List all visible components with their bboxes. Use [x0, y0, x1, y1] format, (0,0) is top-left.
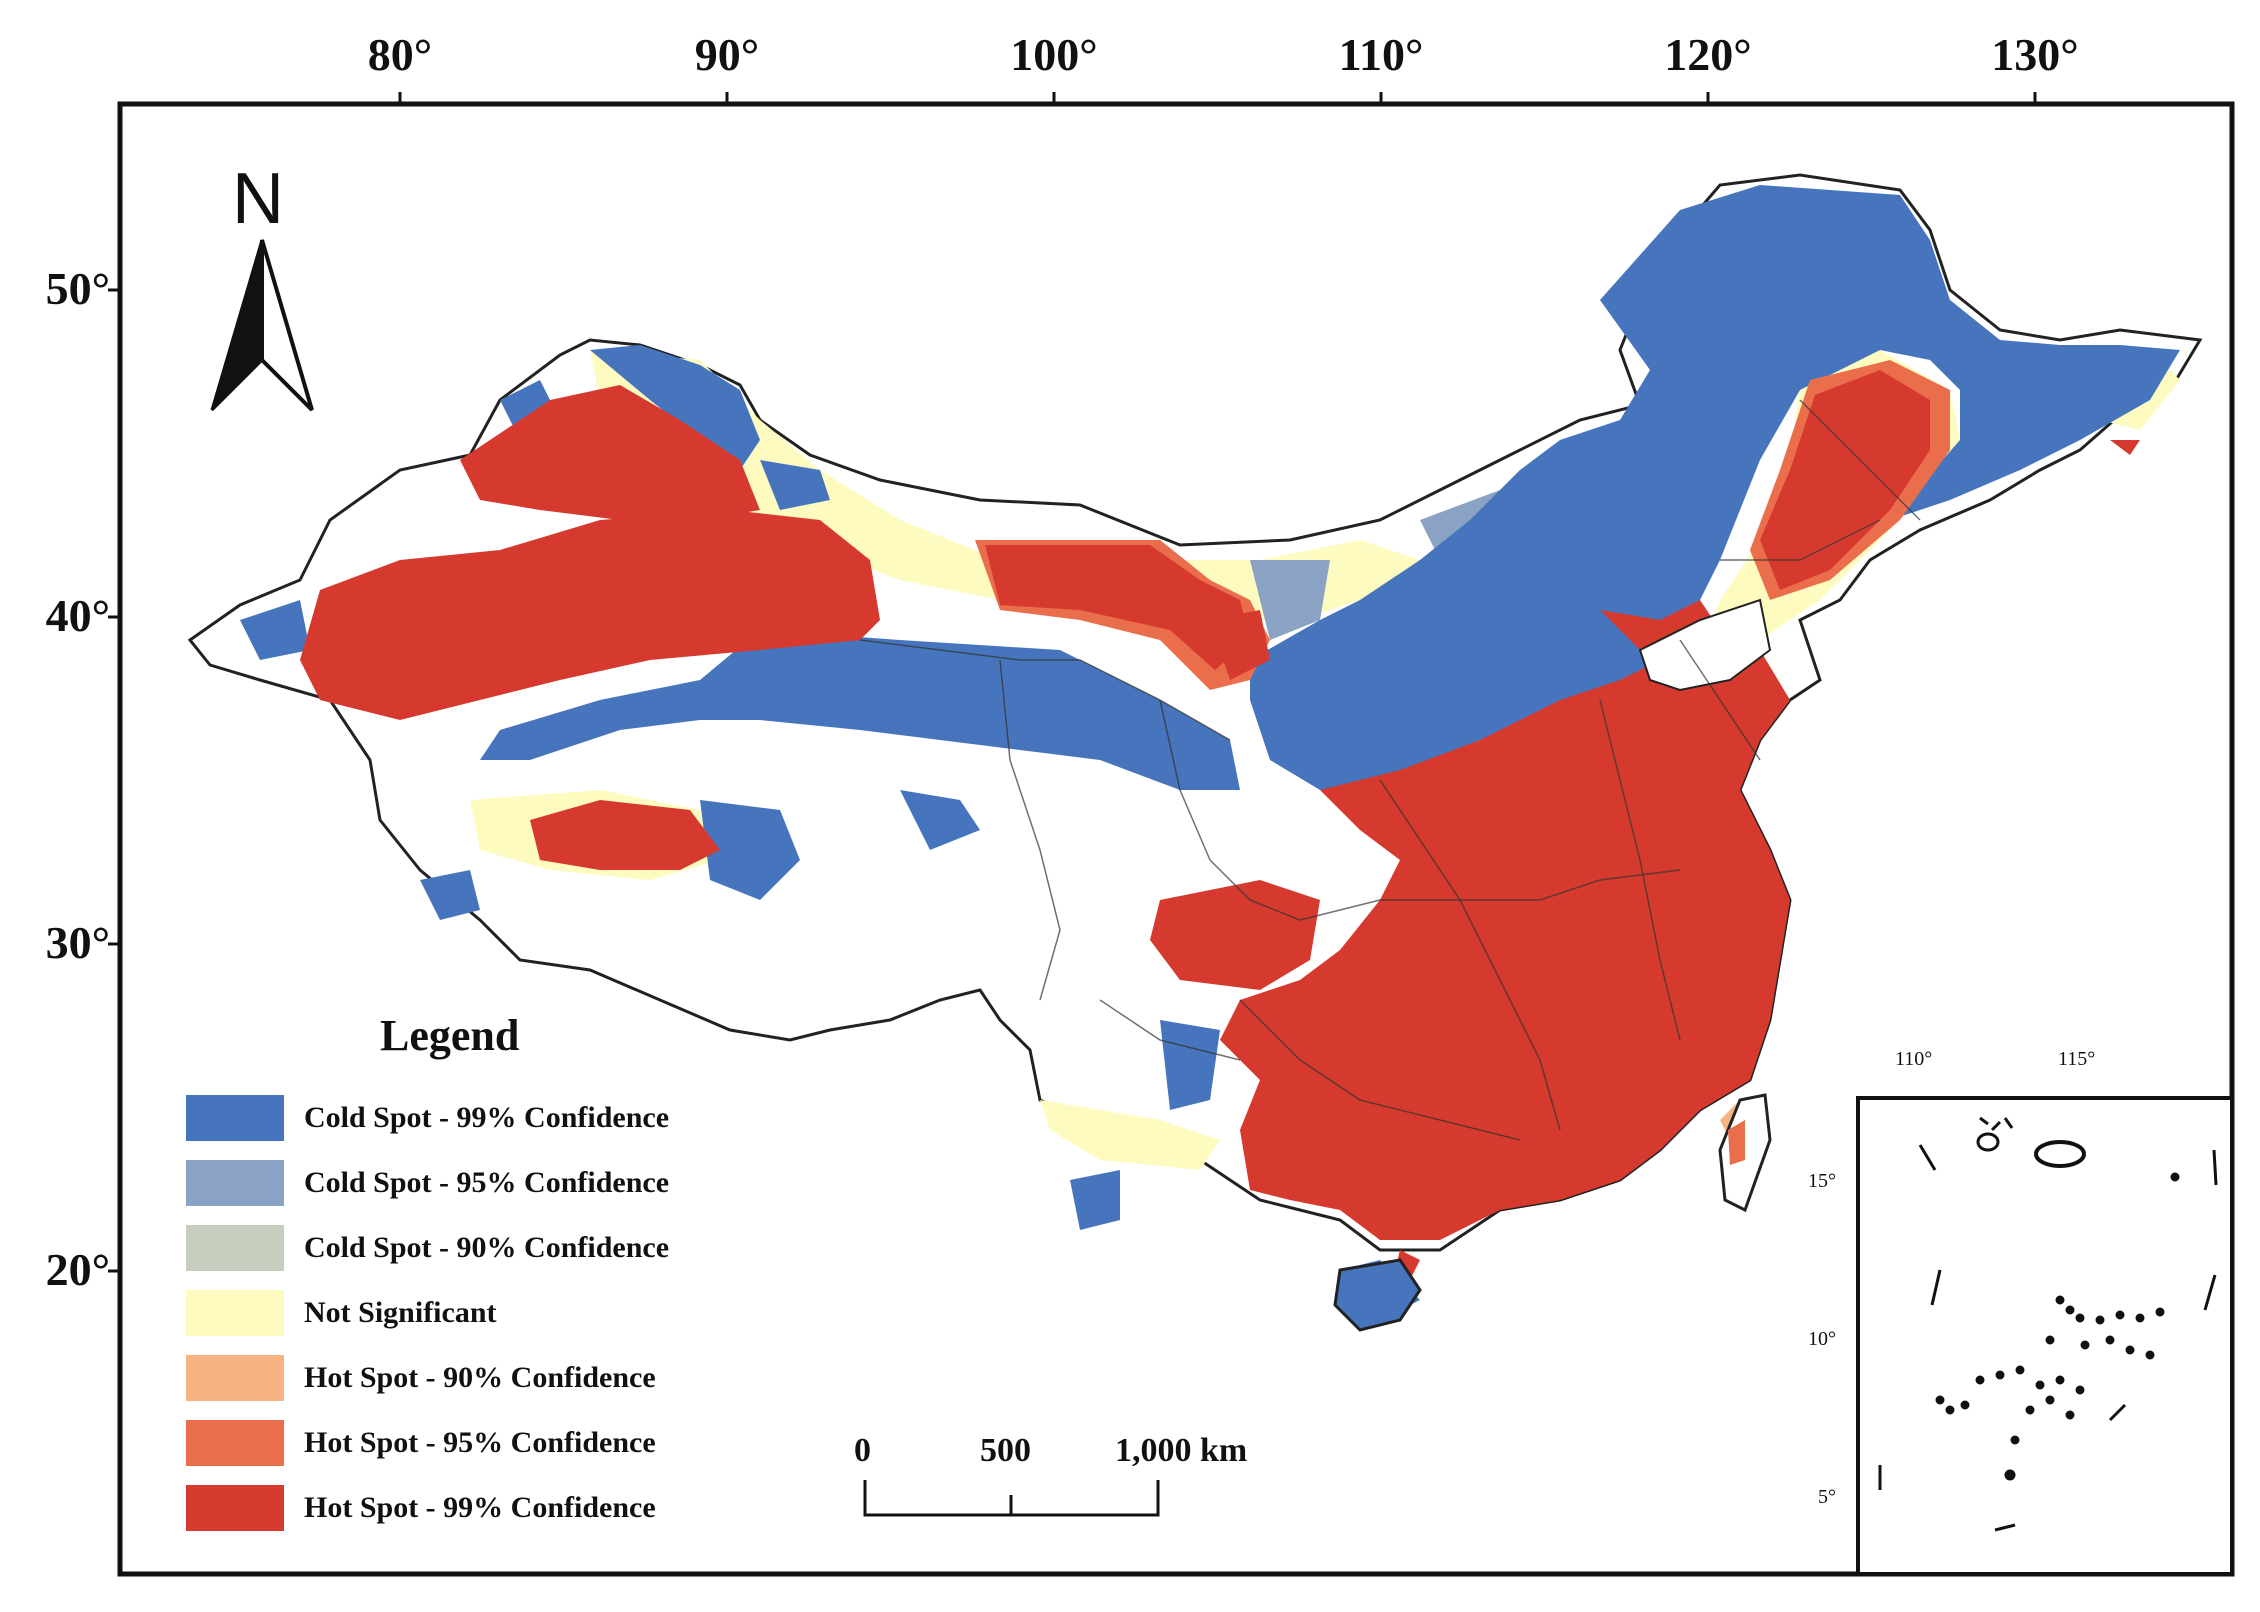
legend-label-hot99: Hot Spot - 99% Confidence: [304, 1491, 656, 1524]
legend-swatch-hot95: [186, 1420, 284, 1466]
latitude-label-30: 30°: [45, 917, 110, 968]
latitude-label-20: 20°: [45, 1244, 110, 1295]
legend-label-cold99: Cold Spot - 99% Confidence: [304, 1101, 670, 1134]
latitude-ticks: [108, 288, 120, 1273]
longitude-label-80: 80°: [367, 29, 433, 80]
inset-lat-10: 10°: [1808, 1328, 1836, 1350]
inset-lon-110: 110°: [1895, 1048, 1933, 1070]
scale-label-0: 0: [854, 1432, 871, 1469]
legend-label-cold90: Cold Spot - 90% Confidence: [304, 1231, 670, 1264]
inset-lat-15: 15°: [1808, 1170, 1836, 1192]
legend-swatch-cold95: [186, 1160, 284, 1206]
longitude-ticks: [398, 92, 2037, 104]
south-china-sea-inset: [1856, 1096, 2234, 1576]
legend-label-ns: Not Significant: [304, 1296, 497, 1329]
legend-swatch-ns: [186, 1290, 284, 1336]
latitude-label-40: 40°: [45, 590, 110, 641]
inset-lon-115: 115°: [2058, 1048, 2096, 1070]
inset-lat-5: 5°: [1818, 1486, 1836, 1508]
legend-label-hot95: Hot Spot - 95% Confidence: [304, 1426, 656, 1459]
longitude-label-130: 130°: [1991, 29, 2079, 80]
province-boundaries: [859, 399, 1921, 1141]
longitude-label-90: 90°: [694, 29, 760, 80]
legend-item-hot99: Hot Spot - 99% Confidence: [186, 1484, 656, 1532]
taiwan-hotspot: [1728, 1120, 1745, 1165]
longitude-label-100: 100°: [1010, 29, 1098, 80]
legend-swatch-cold90: [186, 1225, 284, 1271]
longitude-label-110: 110°: [1338, 29, 1424, 80]
longitude-label-120: 120°: [1664, 29, 1752, 80]
bohai-sea: [1638, 598, 1772, 692]
hot-spot-99-regions: [300, 370, 2140, 1280]
legend-item-cold99: Cold Spot - 99% Confidence: [186, 1094, 669, 1142]
legend-swatch-hot90: [186, 1355, 284, 1401]
north-label: N: [232, 159, 284, 239]
scale-label-500: 500: [980, 1432, 1031, 1469]
legend-label-hot90: Hot Spot - 90% Confidence: [304, 1361, 656, 1394]
latitude-label-50: 50°: [45, 263, 110, 314]
legend-item-cold95: Cold Spot - 95% Confidence: [186, 1159, 669, 1207]
legend-title: Legend: [380, 1011, 520, 1060]
hainan-island: [1333, 1258, 1422, 1332]
legend-swatch-hot99: [186, 1485, 284, 1531]
legend-item-cold90: Cold Spot - 90% Confidence: [186, 1224, 669, 1272]
north-arrow: [210, 239, 314, 412]
scale-label-1000: 1,000 km: [1115, 1432, 1248, 1469]
legend-swatches: [186, 1095, 284, 1531]
legend-label-cold95: Cold Spot - 95% Confidence: [304, 1166, 670, 1199]
legend-item-hot95: Hot Spot - 95% Confidence: [186, 1419, 656, 1467]
legend-item-ns: Not Significant: [186, 1289, 497, 1337]
scale-bar: [863, 1480, 1160, 1517]
legend-swatch-cold99: [186, 1095, 284, 1141]
legend-item-hot90: Hot Spot - 90% Confidence: [186, 1354, 656, 1402]
